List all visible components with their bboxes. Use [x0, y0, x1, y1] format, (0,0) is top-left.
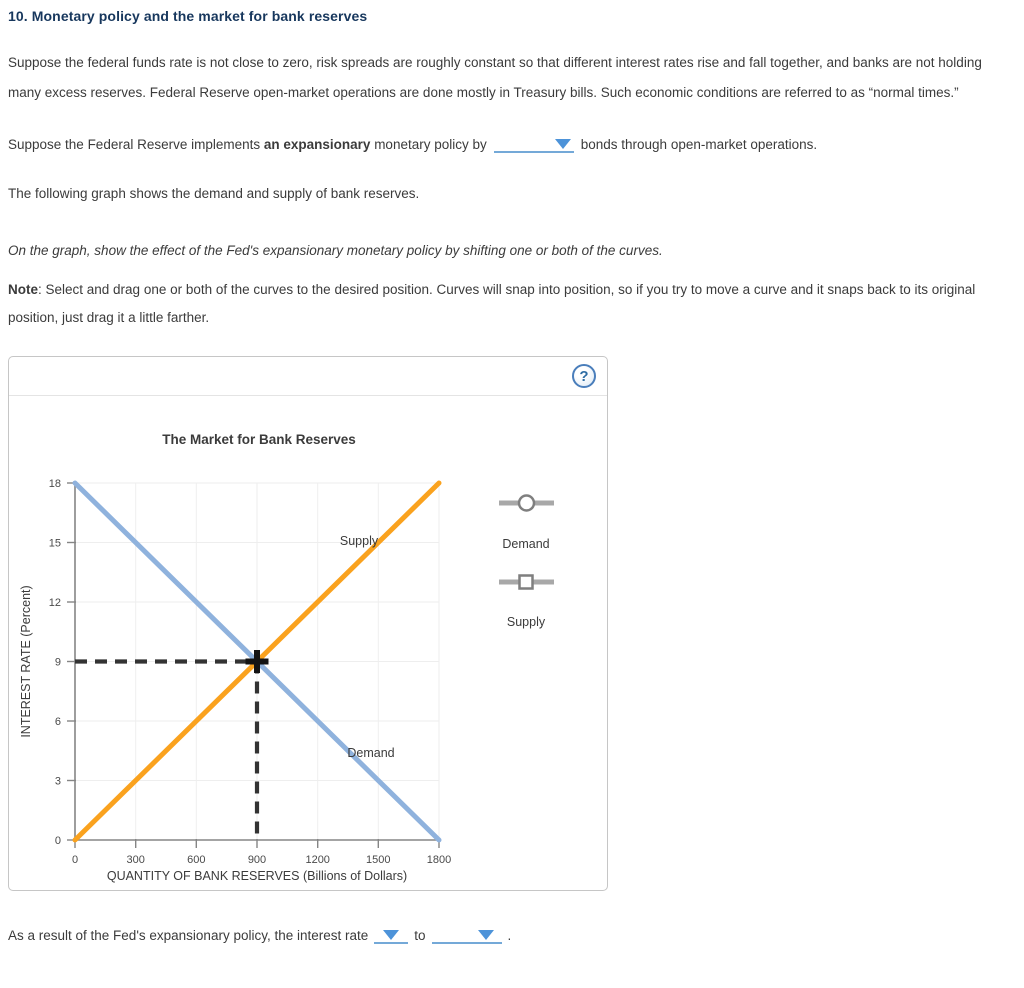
x-tick-label: 1800	[427, 854, 451, 866]
y-tick-label: 6	[55, 716, 61, 728]
result-sentence-middle: to	[414, 928, 426, 943]
note-text: Note: Select and drag one or both of the…	[8, 276, 1016, 332]
note-body: : Select and drag one or both of the cur…	[8, 282, 976, 325]
y-axis-label: INTEREST RATE (Percent)	[19, 585, 33, 737]
policy-sentence-prefix: Suppose the Federal Reserve implements	[8, 137, 264, 152]
y-tick-label: 18	[49, 478, 61, 490]
policy-sentence-suffix: bonds through open-market operations.	[580, 137, 818, 152]
equilibrium-cross-marker	[245, 650, 269, 673]
result-sentence: As a result of the Fed's expansionary po…	[8, 925, 1016, 947]
supply-curve-label: Supply	[340, 534, 379, 548]
graph-panel-body: The Market for Bank Reserves	[9, 396, 607, 890]
result-sentence-prefix: As a result of the Fed's expansionary po…	[8, 928, 369, 943]
graph-panel: ? The Market for Bank Reserves	[8, 356, 608, 891]
equilibrium-guides	[75, 659, 260, 840]
policy-sentence-bold: an expansionary	[263, 137, 371, 152]
x-tick-label: 1500	[366, 854, 390, 866]
graph-intro-text: The following graph shows the demand and…	[8, 186, 420, 201]
intro-paragraph: Suppose the federal funds rate is not cl…	[8, 55, 982, 100]
bank-reserves-chart: The Market for Bank Reserves	[19, 432, 554, 883]
policy-sentence-middle: monetary policy by	[370, 137, 487, 152]
x-tick-label: 600	[187, 854, 205, 866]
demand-legend-circle-marker	[517, 494, 536, 512]
dropdown-arrow-icon	[554, 139, 571, 149]
x-tick-label: 0	[72, 854, 78, 866]
chart-title: The Market for Bank Reserves	[162, 432, 356, 447]
dropdown-arrow-icon	[383, 930, 400, 940]
x-tick-label: 1200	[305, 854, 329, 866]
shift-instruction-text: On the graph, show the effect of the Fed…	[8, 243, 663, 258]
y-tick-label: 12	[49, 597, 61, 609]
dropdown-arrow-icon	[477, 930, 494, 940]
legend-item-supply: Supply	[499, 574, 554, 629]
interest-rate-direction-dropdown[interactable]	[374, 928, 409, 944]
legend-label-supply: Supply	[507, 615, 546, 629]
policy-question-sentence: Suppose the Federal Reserve implements a…	[8, 134, 1016, 156]
y-tick-label: 3	[55, 776, 61, 788]
interest-rate-value-dropdown[interactable]	[431, 928, 502, 944]
page-title: 10. Monetary policy and the market for b…	[8, 8, 368, 24]
graph-panel-header: ?	[9, 357, 607, 396]
demand-curve-label: Demand	[347, 746, 394, 760]
y-tick-label: 9	[55, 657, 61, 669]
help-icon[interactable]: ?	[572, 364, 596, 388]
result-sentence-suffix: .	[507, 928, 512, 943]
x-tick-label: 300	[127, 854, 145, 866]
x-axis-label: QUANTITY OF BANK RESERVES (Billions of D…	[107, 869, 407, 883]
y-tick-label: 0	[55, 835, 61, 847]
legend: Demand Supply	[499, 494, 554, 629]
supply-legend-square-marker	[518, 574, 534, 590]
note-label: Note	[8, 282, 38, 297]
y-tick-label: 15	[49, 538, 61, 550]
legend-label-demand: Demand	[502, 537, 549, 551]
x-axis-tick-labels: 0 300 600 900 1200 1500 1800	[72, 854, 451, 866]
y-axis-tick-labels: 18 15 12 9 6 3 0	[49, 478, 61, 847]
legend-item-demand: Demand	[499, 494, 554, 551]
bonds-action-dropdown[interactable]	[493, 137, 574, 153]
x-tick-label: 900	[248, 854, 266, 866]
